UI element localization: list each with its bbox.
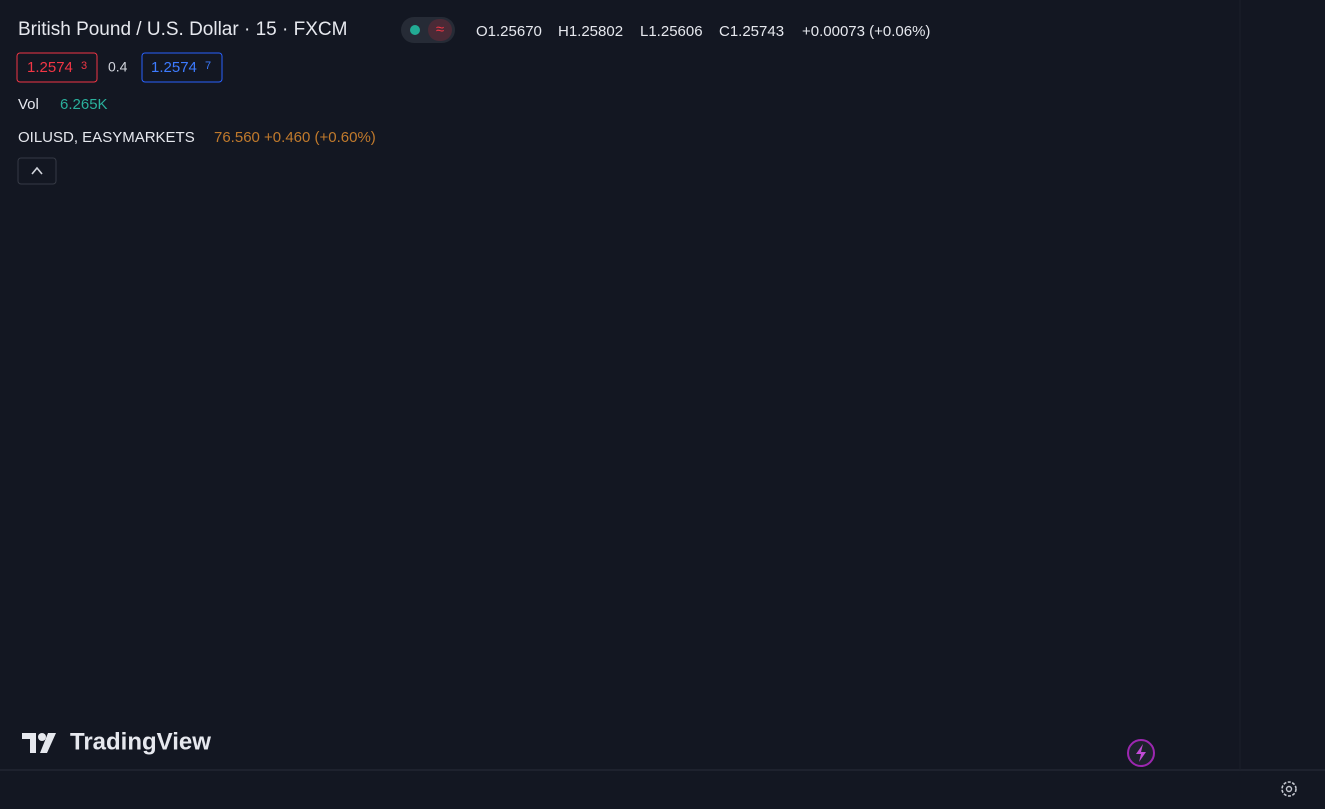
delay-icon: ≈ [436,21,444,38]
volume-legend-value: 6.265K [60,96,108,113]
buy-button[interactable] [141,52,223,83]
collapse-button[interactable] [17,157,57,185]
market-open-dot [410,25,420,35]
settings-icon-center [1285,785,1293,793]
spread: 0.4 [108,59,128,75]
delay-badge [428,19,452,41]
ohlc-close: C1.25743 [719,23,784,40]
overlay-name: OILUSD, EASYMARKETS [18,129,195,146]
sell-button[interactable] [16,52,98,83]
logo-text: TradingView [70,728,211,755]
sell-pip: 3 [81,60,87,72]
ohlc-change: +0.00073 (+0.06%) [802,23,930,40]
collapse-icon [31,166,43,175]
buy-price: 1.2574 [151,59,197,76]
overlay-value: 76.560 +0.460 (+0.60%) [214,129,376,146]
buy-pip: 7 [205,60,211,72]
chart-title: British Pound / U.S. Dollar · 15 · FXCM [18,19,347,40]
alert-icon [1136,744,1146,762]
sell-price: 1.2574 [27,59,73,76]
volume-legend: Vol [18,96,39,113]
ohlc-low: L1.25606 [640,23,703,40]
ohlc-high: H1.25802 [558,23,623,40]
logo: TradingView [22,728,211,755]
ohlc-open: O1.25670 [476,23,542,40]
settings-icon[interactable] [1281,781,1297,797]
